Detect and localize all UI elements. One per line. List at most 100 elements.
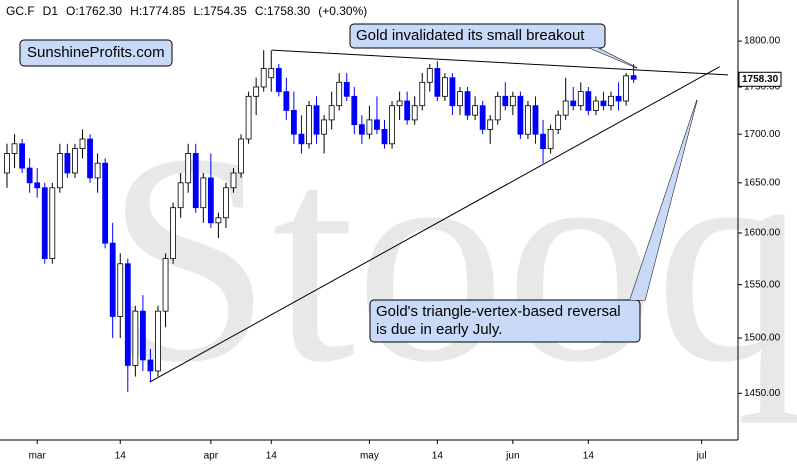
y-tick-label: 1550.00 xyxy=(744,279,781,290)
candle-body xyxy=(411,105,418,121)
header-item: O:1762.30 xyxy=(66,4,123,18)
candle-body xyxy=(555,114,562,130)
candle-body xyxy=(630,75,637,80)
header-item: GC.F xyxy=(6,4,35,18)
candle-body xyxy=(479,105,486,130)
candle-body xyxy=(185,153,192,184)
candle-body xyxy=(170,207,177,259)
candle-body xyxy=(525,105,531,135)
candle-body xyxy=(147,359,154,372)
candle-body xyxy=(200,177,207,209)
trendline xyxy=(149,66,720,383)
candle-body xyxy=(328,105,335,121)
candle-body xyxy=(396,100,403,107)
candle-body xyxy=(472,105,479,116)
candle-body xyxy=(34,182,41,189)
candle-body xyxy=(321,119,328,135)
candle-body xyxy=(441,77,448,97)
trendline xyxy=(271,49,729,76)
candle-body xyxy=(517,95,524,135)
candle-body xyxy=(419,81,426,107)
candle-body xyxy=(11,143,18,154)
candle-body xyxy=(358,124,365,135)
candle-body xyxy=(207,177,214,224)
candle-body xyxy=(623,75,629,102)
candle-body xyxy=(268,68,275,79)
candle-body xyxy=(366,119,373,135)
candle-body xyxy=(577,91,584,107)
candle-body xyxy=(215,217,222,224)
candle-body xyxy=(351,95,358,126)
candle-body xyxy=(41,187,48,259)
annotation-text: Gold's triangle-vertex-based reversal xyxy=(376,303,621,320)
candle-body xyxy=(449,77,456,107)
annotation-text: SunshineProfits.com xyxy=(27,44,165,61)
candle-body xyxy=(434,68,441,97)
annotation-pointer-cover xyxy=(590,48,637,68)
candle-body xyxy=(306,105,312,145)
candle-body xyxy=(94,162,101,179)
candle-body xyxy=(56,153,63,189)
x-tick-label: 14 xyxy=(583,451,595,462)
last-price-label: 1758.30 xyxy=(742,74,779,85)
x-tick-label: 14 xyxy=(432,451,444,462)
candle-body xyxy=(608,95,614,107)
candle-body xyxy=(102,162,109,244)
candle-body xyxy=(290,110,297,135)
candle-body xyxy=(26,167,33,184)
candle-body xyxy=(404,100,411,121)
candle-body xyxy=(124,263,131,366)
candle-body xyxy=(615,95,622,102)
header-item: L:1754.35 xyxy=(193,4,247,18)
candle-body xyxy=(381,129,388,145)
header-item: (+0.30%) xyxy=(318,4,368,18)
annotation: Gold invalidated its small breakout xyxy=(349,23,638,69)
candle-body xyxy=(260,68,267,88)
header-item: C:1758.30 xyxy=(254,4,311,18)
candle-body xyxy=(64,153,71,174)
candle-body xyxy=(223,187,229,219)
candle-body xyxy=(87,138,93,179)
candle-body xyxy=(494,95,501,121)
candle-body xyxy=(109,242,116,317)
candle-body xyxy=(593,100,599,111)
candle-body xyxy=(426,68,433,83)
y-tick-label: 1750.00 xyxy=(744,82,781,93)
y-tick-label: 1800.00 xyxy=(744,36,781,47)
candle-body xyxy=(600,100,607,107)
candle-body xyxy=(238,138,244,174)
candle-body xyxy=(245,95,252,140)
annotation-box xyxy=(369,299,641,343)
header: GC.F D1 O:1762.30 H:1774.85 L:1754.35 C:1758.… xyxy=(6,4,367,18)
candle-body xyxy=(162,258,169,312)
candle-body xyxy=(374,119,380,130)
candle-body xyxy=(177,182,184,209)
candle-body xyxy=(343,81,350,97)
x-tick-label: may xyxy=(360,451,379,462)
candle-body xyxy=(19,143,26,169)
candle-body xyxy=(298,133,305,145)
last-price-box xyxy=(738,71,782,87)
header-item: H:1774.85 xyxy=(130,4,186,18)
candle-body xyxy=(570,100,577,107)
annotation-box xyxy=(349,23,606,49)
candle-body xyxy=(540,133,546,150)
x-tick-label: 14 xyxy=(266,451,278,462)
candle-body xyxy=(79,138,86,150)
candle-body xyxy=(336,81,343,107)
candle-body xyxy=(117,263,124,317)
candle-body xyxy=(502,95,509,107)
annotation-pointer-cover xyxy=(630,100,697,300)
y-tick-label: 1650.00 xyxy=(744,177,781,188)
x-tick-label: mar xyxy=(29,451,47,462)
y-tick-label: 1500.00 xyxy=(744,333,781,344)
candle-body xyxy=(532,105,539,135)
candle-body xyxy=(585,91,592,111)
candle-body xyxy=(547,129,554,150)
x-tick-label: apr xyxy=(204,451,219,462)
candle-body xyxy=(283,91,290,111)
candle-body xyxy=(192,153,199,209)
header-item: D1 xyxy=(42,4,59,18)
annotation: SunshineProfits.com xyxy=(19,39,173,67)
